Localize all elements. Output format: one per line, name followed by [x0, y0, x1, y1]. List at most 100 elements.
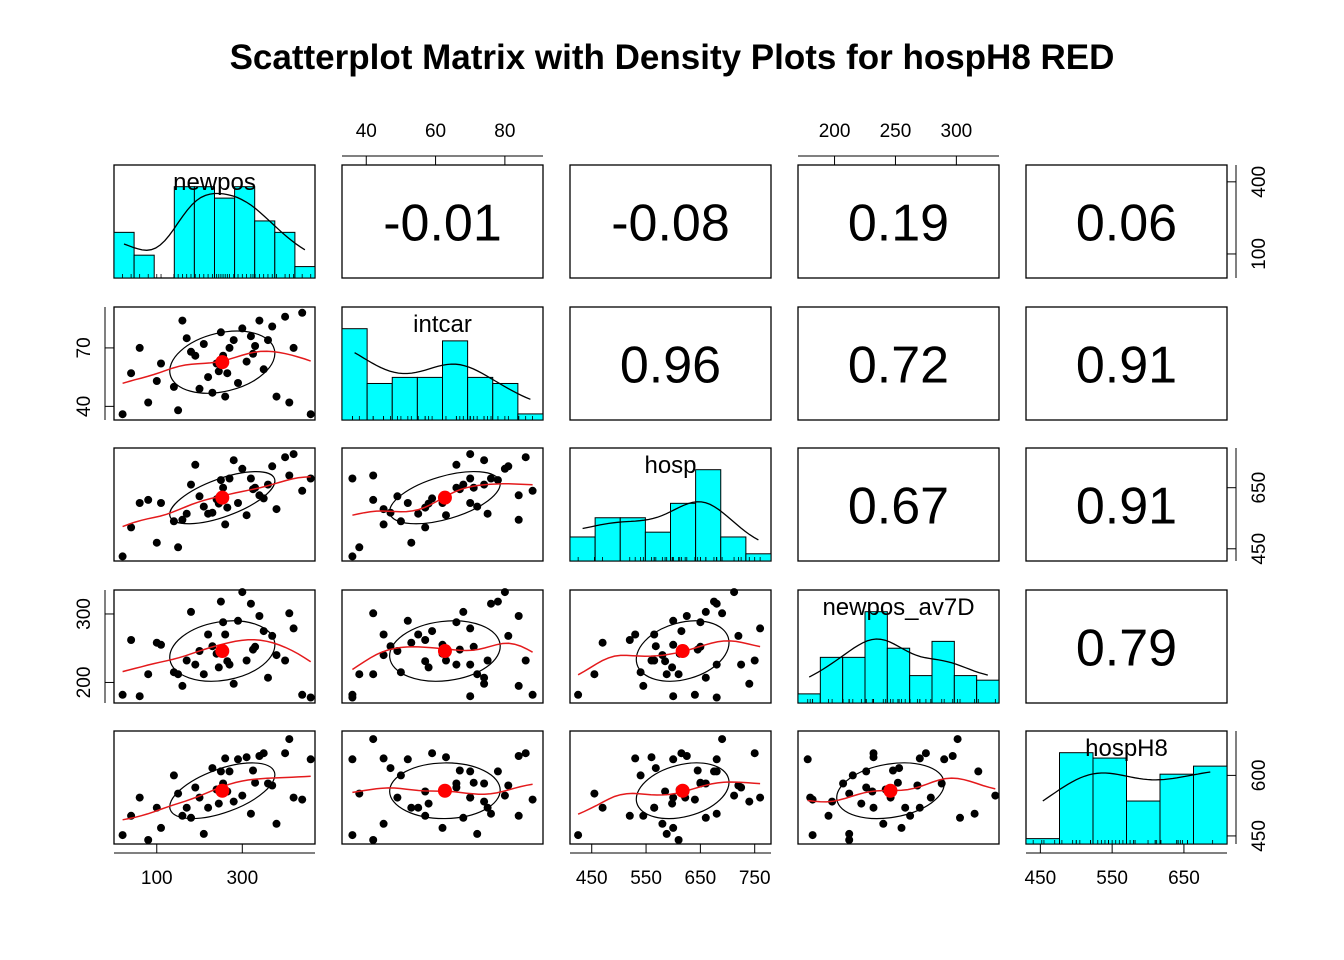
data-point: [483, 656, 492, 665]
data-point: [466, 624, 475, 633]
variable-label-intcar: intcar: [413, 311, 472, 338]
histogram-bar: [254, 220, 276, 279]
correlation-label: -0.08: [611, 195, 730, 253]
panel-frame-2-1: [341, 447, 544, 562]
centroid-point: [675, 644, 690, 659]
data-point: [466, 499, 475, 507]
panel-frame-2-3: [797, 447, 1000, 562]
data-point: [259, 365, 268, 374]
data-point: [438, 823, 447, 832]
data-point: [229, 797, 238, 806]
data-point: [369, 495, 378, 504]
data-point: [598, 803, 607, 812]
histogram-bar: [720, 536, 747, 562]
histogram-newpos_av7D: [797, 611, 1000, 704]
variable-label-newpos: newpos: [173, 169, 256, 196]
data-point: [379, 651, 388, 660]
histogram-bar: [467, 376, 494, 421]
tick-label: 600: [1249, 760, 1270, 792]
scatter-panel-hosp-vs-newpos: [118, 450, 315, 561]
smooth-fit-line: [807, 777, 996, 803]
data-point: [234, 499, 242, 507]
data-point: [289, 624, 298, 633]
data-point: [285, 735, 294, 744]
tick-label: 400: [1249, 166, 1270, 198]
data-point: [712, 809, 721, 818]
data-point: [452, 460, 461, 469]
data-point: [221, 520, 230, 529]
histogram-bar: [274, 231, 296, 279]
data-point: [289, 450, 298, 459]
data-point: [514, 612, 523, 620]
data-point: [355, 670, 364, 679]
data-point: [669, 755, 678, 764]
data-point: [504, 462, 513, 471]
data-point: [677, 627, 686, 636]
tick-label: 450: [1249, 533, 1270, 565]
data-point: [246, 332, 255, 341]
tick-label: 100: [1249, 238, 1270, 270]
data-point: [690, 795, 699, 804]
data-point: [857, 799, 866, 808]
tick-label: 100: [141, 868, 173, 889]
data-point: [144, 398, 153, 407]
data-point: [598, 638, 607, 647]
data-point: [225, 767, 234, 776]
data-point: [845, 836, 854, 844]
data-point: [956, 813, 964, 822]
data-point: [414, 509, 423, 518]
histogram-bar: [294, 266, 316, 279]
panel-frame-2-4: [1025, 447, 1228, 562]
data-point: [219, 483, 228, 492]
density-curve: [123, 192, 306, 251]
data-point: [466, 767, 475, 776]
data-point: [369, 609, 378, 618]
data-point: [701, 673, 710, 682]
data-point: [862, 783, 871, 792]
data-point: [348, 474, 357, 483]
data-point: [661, 657, 670, 666]
data-point: [348, 831, 357, 840]
data-point: [369, 471, 378, 480]
data-point: [187, 813, 195, 822]
data-point: [379, 505, 388, 514]
histogram-bar: [619, 517, 646, 562]
data-point: [169, 771, 178, 780]
tick-label: 40: [74, 396, 95, 417]
tick-label: 200: [819, 121, 851, 142]
data-point: [214, 799, 223, 808]
correlation-label: -0.01: [383, 195, 502, 253]
data-point: [204, 630, 213, 639]
data-point: [242, 357, 251, 366]
panel-frame-0-2: [569, 164, 772, 279]
data-point: [127, 369, 136, 378]
tick-label: 650: [685, 868, 717, 889]
data-point: [379, 520, 388, 529]
data-point: [483, 509, 492, 518]
data-point: [459, 813, 468, 822]
data-point: [845, 789, 854, 798]
data-point: [647, 656, 656, 665]
data-point: [272, 819, 281, 828]
data-point: [251, 778, 260, 787]
data-point: [251, 342, 260, 350]
data-point: [127, 523, 136, 532]
data-point: [682, 612, 691, 620]
tick-label: 40: [356, 121, 377, 142]
histogram-bar: [416, 376, 443, 421]
data-point: [701, 813, 710, 822]
data-point: [135, 692, 144, 701]
data-point: [718, 609, 727, 618]
panel-frame-0-4: [1025, 164, 1228, 279]
histogram-bar: [1193, 765, 1228, 845]
data-point: [636, 668, 645, 677]
tick-label: 550: [1096, 868, 1128, 889]
histogram-bar: [864, 611, 888, 704]
data-point: [625, 636, 634, 644]
data-point: [466, 660, 475, 669]
data-point: [223, 657, 232, 666]
data-point: [677, 749, 686, 758]
data-point: [152, 377, 161, 385]
tick-label: 450: [576, 868, 608, 889]
data-point: [223, 369, 232, 378]
